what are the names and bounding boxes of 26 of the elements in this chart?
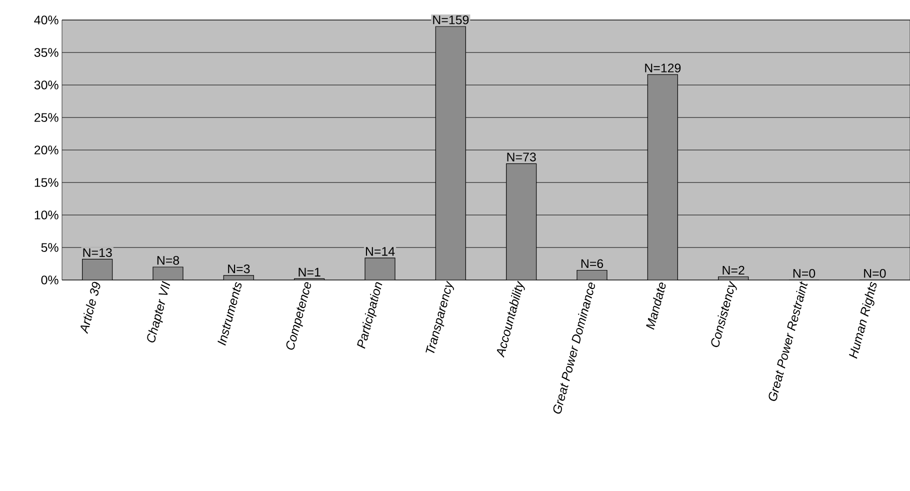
y-tick-label: 5% [41,243,58,252]
x-tick-label: Great Power Restraint [768,281,808,401]
annotation: N=3 [228,264,250,274]
annotation: N=0 [864,268,886,278]
y-tick-label: 40% [34,16,58,24]
x-tick-label: Article 39 [80,282,100,334]
annotation: N=14 [366,247,395,256]
annotation: N=159 [433,15,469,24]
y-tick-label: 20% [34,146,58,154]
annotation: N=1 [298,268,320,276]
annotation: N=6 [581,259,604,268]
y-tick-label: 25% [34,113,58,122]
y-tick-label: 30% [34,80,58,90]
annotation: N=73 [507,152,536,162]
annotation: N=0 [793,268,816,278]
y-tick-label: 15% [34,178,58,187]
annotation: N=8 [157,256,180,265]
y-tick-label: 10% [34,210,58,220]
annotation: N=13 [83,248,112,257]
annotation: N=2 [722,266,744,275]
y-tick-label: 0% [41,276,58,284]
x-tick-label: Mandate [646,282,666,330]
annotation: N=129 [645,64,681,72]
x-tick-label: Chapter VII [147,280,170,342]
y-tick-label: 35% [34,48,58,57]
x-tick-label: Human Rights [849,282,877,359]
